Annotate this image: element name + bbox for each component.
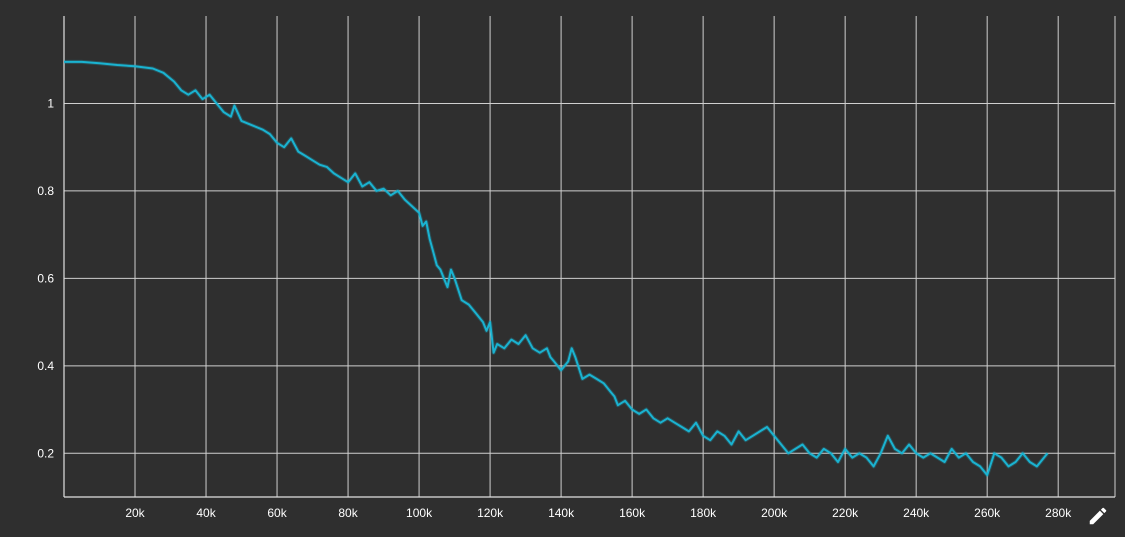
y-tick-label: 0.8 — [37, 184, 54, 198]
x-tick-label: 180k — [690, 506, 717, 520]
x-tick-label: 40k — [196, 506, 216, 520]
x-tick-label: 140k — [548, 506, 575, 520]
x-tick-label: 160k — [619, 506, 646, 520]
y-tick-label: 1 — [47, 96, 54, 110]
x-tick-label: 220k — [832, 506, 859, 520]
x-tick-label: 200k — [761, 506, 788, 520]
x-tick-label: 120k — [477, 506, 504, 520]
x-tick-label: 20k — [125, 506, 145, 520]
y-tick-label: 0.4 — [37, 359, 54, 373]
x-tick-label: 60k — [267, 506, 287, 520]
series-line — [64, 60, 1049, 477]
x-tick-label: 240k — [903, 506, 930, 520]
y-tick-label: 0.2 — [37, 446, 54, 460]
x-tick-label: 260k — [974, 506, 1001, 520]
x-tick-label: 100k — [406, 506, 433, 520]
edit-pencil-icon[interactable] — [1087, 505, 1109, 527]
y-tick-labels: 0.2 0.4 0.6 0.8 1 — [37, 96, 54, 460]
axes — [63, 16, 1115, 498]
grid-lines — [64, 16, 1116, 497]
x-tick-labels: 20k 40k 60k 80k 100k 120k 140k 160k 180k 200k 220k… — [125, 506, 1072, 520]
x-tick-label: 80k — [338, 506, 358, 520]
y-tick-label: 0.6 — [37, 271, 54, 285]
x-tick-label: 280k — [1045, 506, 1072, 520]
series-layer — [64, 59, 1050, 478]
